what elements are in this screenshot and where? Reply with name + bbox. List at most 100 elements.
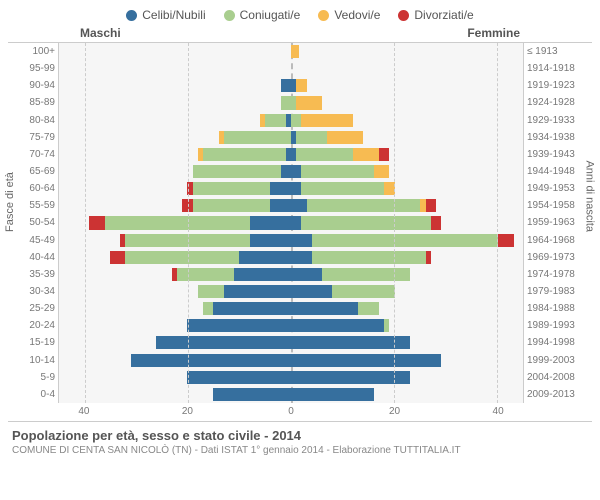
bar-segment — [291, 371, 410, 384]
legend-label: Vedovi/e — [334, 8, 380, 22]
birth-label: 1919-1923 — [527, 80, 589, 91]
x-tick: 20 — [389, 406, 400, 417]
female-bar — [291, 131, 363, 144]
chart-subtitle: COMUNE DI CENTA SAN NICOLÒ (TN) - Dati I… — [12, 445, 588, 456]
age-label: 55-59 — [11, 200, 55, 211]
age-label: 60-64 — [11, 183, 55, 194]
male-bar — [281, 96, 291, 109]
gridline — [85, 43, 86, 403]
age-row: 100+≤ 1913 — [59, 43, 523, 60]
bar-segment — [156, 336, 291, 349]
legend-swatch — [126, 10, 137, 21]
female-bar — [291, 165, 389, 178]
plot: 100+≤ 191395-991914-191890-941919-192385… — [58, 43, 524, 403]
bar-segment — [193, 199, 271, 212]
bar-segment — [312, 251, 426, 264]
female-bar — [291, 302, 379, 315]
x-tick: 40 — [78, 406, 89, 417]
male-bar — [187, 371, 291, 384]
male-bar — [187, 182, 291, 195]
age-row: 10-141999-2003 — [59, 352, 523, 369]
age-label: 20-24 — [11, 320, 55, 331]
male-bar — [193, 165, 291, 178]
age-row: 25-291984-1988 — [59, 300, 523, 317]
bar-segment — [224, 285, 291, 298]
age-label: 5-9 — [11, 372, 55, 383]
male-bar — [131, 354, 292, 367]
legend-item: Vedovi/e — [318, 8, 380, 22]
male-bar — [213, 388, 291, 401]
birth-label: 2004-2008 — [527, 372, 589, 383]
bar-segment — [291, 302, 358, 315]
age-label: 95-99 — [11, 63, 55, 74]
age-row: 95-991914-1918 — [59, 60, 523, 77]
bar-segment — [110, 251, 126, 264]
birth-label: 1984-1988 — [527, 303, 589, 314]
bar-segment — [193, 182, 271, 195]
x-tick: 20 — [182, 406, 193, 417]
age-label: 50-54 — [11, 217, 55, 228]
legend-item: Divorziati/e — [398, 8, 473, 22]
birth-label: 1914-1918 — [527, 63, 589, 74]
bar-segment — [312, 234, 498, 247]
bar-segment — [291, 165, 301, 178]
bar-segment — [379, 148, 389, 161]
x-tick: 0 — [288, 406, 294, 417]
age-row: 80-841929-1933 — [59, 112, 523, 129]
bar-segment — [307, 199, 421, 212]
birth-label: ≤ 1913 — [527, 46, 589, 57]
age-row: 45-491964-1968 — [59, 232, 523, 249]
bar-segment — [125, 251, 239, 264]
bar-segment — [213, 302, 291, 315]
legend-item: Coniugati/e — [224, 8, 301, 22]
bar-segment — [224, 131, 291, 144]
bar-segment — [291, 216, 301, 229]
legend: Celibi/NubiliConiugati/eVedovi/eDivorzia… — [0, 0, 600, 26]
bar-segment — [250, 234, 291, 247]
bar-segment — [198, 285, 224, 298]
male-bar — [172, 268, 291, 281]
male-bar — [198, 148, 291, 161]
bar-segment — [291, 319, 384, 332]
bar-segment — [426, 251, 431, 264]
legend-swatch — [224, 10, 235, 21]
bar-segment — [332, 285, 394, 298]
bar-segment — [291, 268, 322, 281]
female-bar — [291, 79, 307, 92]
female-header: Femmine — [467, 26, 520, 40]
age-row: 40-441969-1973 — [59, 249, 523, 266]
bar-segment — [234, 268, 291, 281]
bar-segment — [296, 131, 327, 144]
bar-segment — [281, 79, 291, 92]
birth-label: 1964-1968 — [527, 235, 589, 246]
female-bar — [291, 182, 395, 195]
male-header: Maschi — [80, 26, 121, 40]
male-bar — [219, 131, 291, 144]
bar-segment — [239, 251, 291, 264]
male-bar — [198, 285, 291, 298]
age-row: 75-791934-1938 — [59, 129, 523, 146]
birth-label: 1989-1993 — [527, 320, 589, 331]
bar-segment — [193, 165, 281, 178]
birth-label: 1974-1978 — [527, 269, 589, 280]
female-bar — [291, 285, 395, 298]
bar-segment — [291, 388, 374, 401]
bar-segment — [89, 216, 105, 229]
male-bar — [182, 199, 291, 212]
male-bar — [110, 251, 291, 264]
gridline — [497, 43, 498, 403]
birth-label: 1934-1938 — [527, 132, 589, 143]
female-bar — [291, 268, 410, 281]
age-label: 35-39 — [11, 269, 55, 280]
bar-segment — [281, 96, 291, 109]
bar-segment — [265, 114, 286, 127]
male-bar — [120, 234, 291, 247]
birth-label: 1924-1928 — [527, 97, 589, 108]
bar-segment — [374, 165, 390, 178]
bar-segment — [327, 131, 363, 144]
age-label: 10-14 — [11, 355, 55, 366]
bar-segment — [296, 96, 322, 109]
x-tick: 40 — [493, 406, 504, 417]
age-label: 45-49 — [11, 235, 55, 246]
birth-label: 1979-1983 — [527, 286, 589, 297]
